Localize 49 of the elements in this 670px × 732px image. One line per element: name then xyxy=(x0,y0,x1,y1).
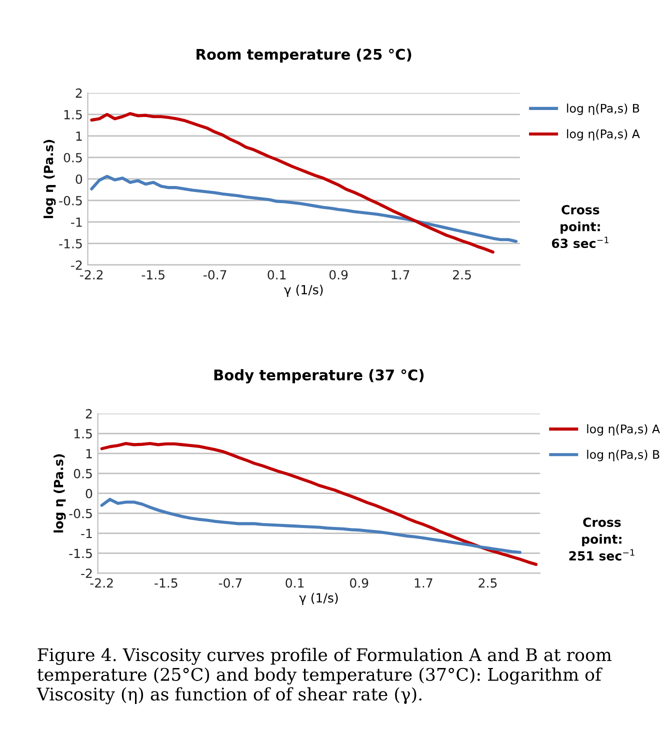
line-series xyxy=(100,498,522,554)
x-tick-label: -1.5 xyxy=(142,270,164,280)
x-tick-label: -0.7 xyxy=(218,578,242,588)
y-tick-label: -2 xyxy=(81,568,92,578)
y-tick-label: -1.5 xyxy=(59,239,82,248)
y-axis-title: log η (Pa.s) xyxy=(44,140,56,218)
y-tick-label: 0.5 xyxy=(64,152,82,162)
text: Cross point: 63 sec$^{−1}$ xyxy=(552,205,608,248)
y-tick-label: -1.5 xyxy=(69,548,92,558)
y-tick-label: 0.5 xyxy=(74,468,92,478)
x-tick-label: 1.7 xyxy=(414,578,432,588)
legend-label: log η(Pa,s) B xyxy=(567,104,640,116)
caption: Figure 4. Viscosity curves profile of Formulation A and B at room temperature (25°C) and body temperature (37°C): Logarithm of Viscosity (η) as function of of shear rate (γ). xyxy=(36,648,612,704)
text: Cross point: 251 sec$^{−1}$ xyxy=(569,518,634,561)
y-tick-label: -0.5 xyxy=(69,508,92,518)
x-tick-label: 2.5 xyxy=(478,578,497,588)
x-tick-label: 0.9 xyxy=(329,270,348,280)
legend-label: log η(Pa,s) A xyxy=(567,129,640,141)
y-tick-label: 1.5 xyxy=(64,110,82,120)
legend-label: log η(Pa,s) A xyxy=(587,424,660,436)
line-series xyxy=(100,442,538,566)
x-tick-label: -2.2 xyxy=(80,270,103,280)
chart-title: Body temperature (37 °C) xyxy=(214,369,424,384)
y-tick-label: 1 xyxy=(86,449,92,458)
x-tick-label: -1.5 xyxy=(154,578,178,588)
y-tick-label: 1 xyxy=(76,132,82,141)
x-tick-label: 2.5 xyxy=(453,270,471,280)
y-tick-label: 2 xyxy=(86,409,92,418)
x-tick-label: 1.7 xyxy=(392,270,410,280)
chart-title: Room temperature (25 °C) xyxy=(196,48,412,63)
y-tick-label: -0.5 xyxy=(59,196,82,206)
y-axis-title: log η (Pa.s) xyxy=(54,454,66,532)
y-tick-label: 1.5 xyxy=(74,429,92,438)
legend-label: log η(Pa,s) B xyxy=(587,450,660,462)
line-series xyxy=(90,174,518,243)
line-series xyxy=(90,112,494,254)
y-tick-label: -2 xyxy=(71,260,82,270)
x-tick-label: 0.1 xyxy=(286,578,304,588)
y-tick-label: -1 xyxy=(71,218,82,227)
y-tick-label: -1 xyxy=(81,528,92,538)
x-tick-label: 0.1 xyxy=(268,270,286,280)
x-tick-label: 0.9 xyxy=(350,578,368,588)
y-tick-label: 2 xyxy=(76,88,82,98)
x-tick-label: -0.7 xyxy=(204,270,226,280)
x-tick-label: -2.2 xyxy=(90,578,113,588)
x-axis-title: γ (1/s) xyxy=(299,592,338,605)
y-tick-label: 0 xyxy=(86,488,92,498)
x-axis-title: γ (1/s) xyxy=(284,284,323,297)
y-tick-label: 0 xyxy=(76,174,82,184)
